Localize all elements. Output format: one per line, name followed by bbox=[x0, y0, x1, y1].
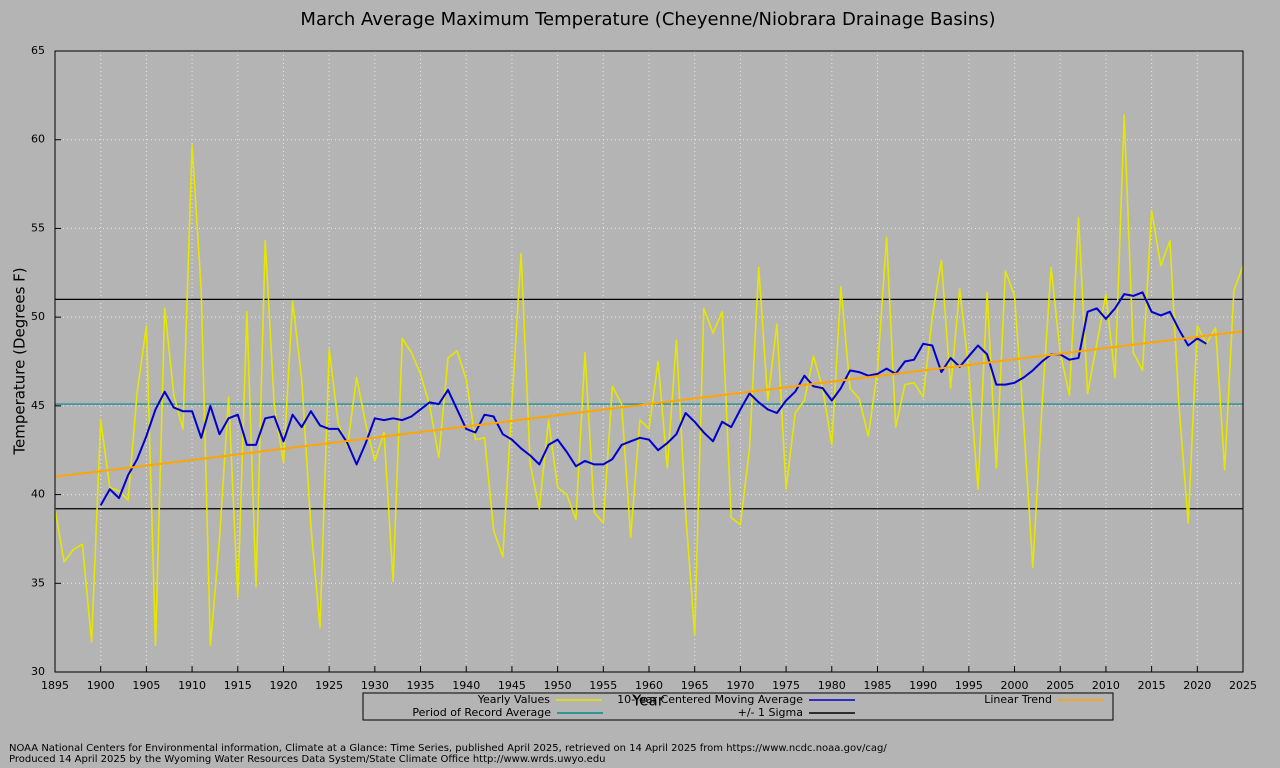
y-tick-label: 50 bbox=[31, 310, 45, 323]
y-tick-label: 55 bbox=[31, 221, 45, 234]
x-tick-label: 1935 bbox=[407, 679, 435, 692]
legend-label: 10-Year Centered Moving Average bbox=[617, 693, 803, 706]
legend bbox=[362, 692, 1114, 721]
moving-average-line bbox=[99, 291, 1207, 506]
x-tick-label: 1950 bbox=[544, 679, 572, 692]
plot-area bbox=[54, 50, 1244, 673]
legend-label: Yearly Values bbox=[477, 693, 551, 706]
x-tick-label: 1920 bbox=[269, 679, 297, 692]
x-tick-label: 1940 bbox=[452, 679, 480, 692]
x-tick-label: 1985 bbox=[863, 679, 891, 692]
x-axis-label: Year bbox=[631, 692, 665, 710]
x-tick-label: 1955 bbox=[589, 679, 617, 692]
x-tick-label: 1975 bbox=[772, 679, 800, 692]
x-tick-label: 2015 bbox=[1138, 679, 1166, 692]
x-tick-label: 2010 bbox=[1092, 679, 1120, 692]
trend-line bbox=[54, 330, 1244, 478]
y-axis-label: Temperature (Degrees F) bbox=[11, 267, 29, 455]
x-tick-label: 1970 bbox=[726, 679, 754, 692]
x-tick-label: 1900 bbox=[87, 679, 115, 692]
y-tick-label: 60 bbox=[31, 133, 45, 146]
x-tick-label: 2000 bbox=[1001, 679, 1029, 692]
footnote: Produced 14 April 2025 by the Wyoming Wa… bbox=[9, 754, 606, 765]
x-tick-label: 1990 bbox=[909, 679, 937, 692]
y-tick-label: 30 bbox=[31, 665, 45, 678]
x-tick-label: 2005 bbox=[1046, 679, 1074, 692]
x-tick-label: 1895 bbox=[41, 679, 69, 692]
x-tick-label: 1995 bbox=[955, 679, 983, 692]
legend-label: Linear Trend bbox=[984, 693, 1052, 706]
x-tick-label: 1930 bbox=[361, 679, 389, 692]
x-tick-label: 1965 bbox=[681, 679, 709, 692]
x-tick-label: 1925 bbox=[315, 679, 343, 692]
x-tick-label: 1945 bbox=[498, 679, 526, 692]
legend-label: Period of Record Average bbox=[412, 706, 551, 719]
y-tick-label: 40 bbox=[31, 488, 45, 501]
x-tick-label: 1905 bbox=[132, 679, 160, 692]
x-tick-label: 1980 bbox=[818, 679, 846, 692]
footnote: NOAA National Centers for Environmental … bbox=[9, 743, 887, 754]
x-tick-label: 1910 bbox=[178, 679, 206, 692]
x-tick-label: 2025 bbox=[1229, 679, 1257, 692]
chart-title: March Average Maximum Temperature (Cheye… bbox=[300, 9, 995, 30]
y-tick-label: 45 bbox=[31, 399, 45, 412]
x-tick-label: 1915 bbox=[224, 679, 252, 692]
y-tick-label: 35 bbox=[31, 576, 45, 589]
x-tick-label: 1960 bbox=[635, 679, 663, 692]
legend-label: +/- 1 Sigma bbox=[738, 706, 803, 719]
y-tick-label: 65 bbox=[31, 44, 45, 57]
x-tick-label: 2020 bbox=[1183, 679, 1211, 692]
